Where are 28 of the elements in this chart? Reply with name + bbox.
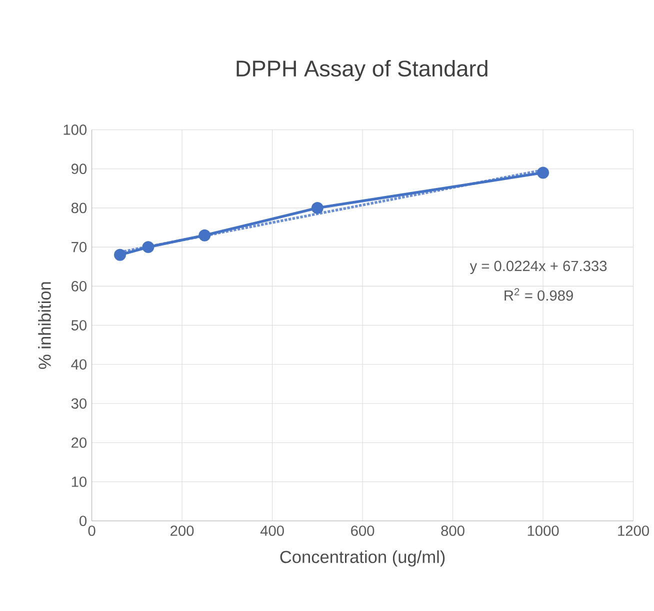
y-tick-label: 0 — [80, 516, 87, 526]
x-tick-label: 1000 — [528, 526, 559, 536]
y-axis-title: % inhibition — [38, 282, 51, 370]
y-tick-label: 20 — [72, 438, 87, 448]
x-tick-label: 0 — [88, 526, 96, 536]
x-tick-label: 200 — [170, 526, 194, 536]
y-tick-label: 70 — [72, 242, 87, 252]
point — [142, 241, 154, 254]
point — [537, 166, 550, 179]
y-tick-label: 40 — [71, 359, 87, 370]
y-tick-label: 90 — [72, 164, 87, 174]
annotation: y = 0.0224x + 67.333 — [470, 260, 607, 274]
y-tick-label: 50 — [71, 320, 87, 331]
point — [114, 249, 126, 262]
point — [198, 230, 211, 242]
x-tick-label: 600 — [351, 526, 374, 536]
x-tick-label: 400 — [260, 526, 284, 536]
y-tick-label: 10 — [72, 476, 87, 488]
point — [311, 202, 324, 214]
y-tick-label: 80 — [71, 202, 87, 214]
y-tick-label: 30 — [71, 398, 87, 409]
x-tick-label: 800 — [441, 526, 464, 536]
x-tick-label: 1200 — [618, 526, 649, 536]
y-tick-label: 60 — [72, 281, 87, 292]
chart-title: DPPH Assay of Standard — [236, 60, 488, 82]
y-tick-label: 100 — [64, 124, 87, 136]
x-axis-title: Concentration (ug/ml) — [280, 550, 445, 567]
annotation: R$^{2}$ = 0.989 — [504, 288, 573, 301]
